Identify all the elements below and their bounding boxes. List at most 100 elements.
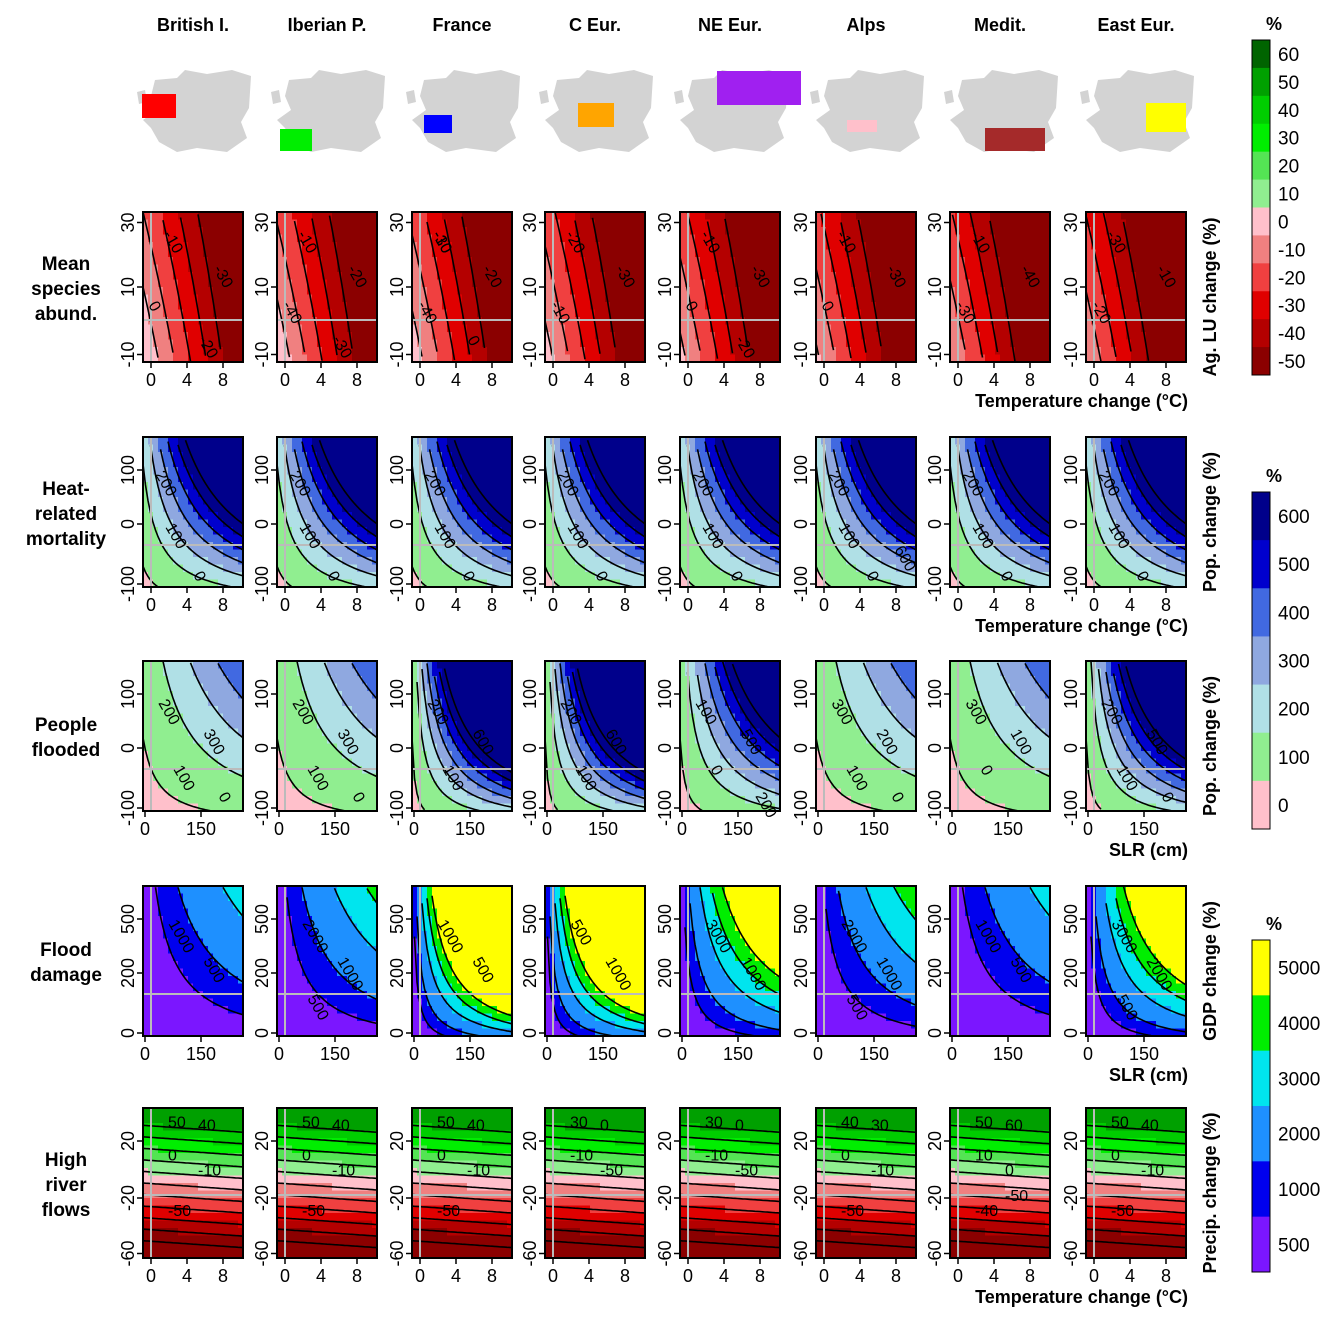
- contour-cell: [362, 557, 368, 565]
- contour-cell: [625, 309, 631, 318]
- contour-cell: [1010, 212, 1016, 220]
- contour-cell: [317, 294, 323, 303]
- contour-cell: [750, 242, 756, 250]
- contour-cell: [238, 459, 244, 468]
- contour-cell: [477, 572, 483, 580]
- contour-cell: [457, 459, 463, 468]
- contour-cell: [570, 347, 576, 355]
- contour-cell: [198, 557, 204, 565]
- y-tick-label: 10: [1061, 277, 1081, 297]
- contour-cell: [447, 302, 453, 310]
- contour-cell: [477, 579, 483, 588]
- contour-cell: [422, 572, 428, 580]
- contour-cell: [970, 347, 976, 355]
- contour-cell: [1176, 294, 1182, 303]
- contour-cell: [740, 264, 746, 273]
- contour-cell: [467, 212, 473, 220]
- contour-cell: [347, 219, 353, 228]
- contour-cell: [960, 212, 966, 220]
- contour-cell: [233, 497, 239, 505]
- contour-cell: [188, 212, 194, 220]
- contour-cell: [1015, 309, 1021, 318]
- contour-cell: [287, 212, 293, 220]
- contour-cell: [886, 234, 892, 243]
- contour-cell: [560, 579, 566, 588]
- contour-cell: [575, 579, 581, 588]
- contour-cell: [153, 302, 159, 310]
- contour-cell: [203, 234, 209, 243]
- contour-line: [544, 320, 554, 357]
- contour-cell: [715, 347, 721, 355]
- contour-cell: [178, 572, 184, 580]
- contour-cell: [1020, 302, 1026, 310]
- contour-cell: [1035, 309, 1041, 318]
- contour-cell: [595, 294, 601, 303]
- contour-cell: [332, 467, 338, 475]
- contour-cell: [630, 347, 636, 355]
- contour-cell: [412, 557, 418, 565]
- contour-cell: [432, 242, 438, 250]
- contour-cell: [610, 512, 616, 520]
- contour-cell: [188, 332, 194, 340]
- contour-cell: [1086, 294, 1092, 303]
- contour-cell: [502, 444, 508, 453]
- contour-cell: [580, 557, 586, 565]
- contour-line: [418, 445, 513, 577]
- contour-cell: [640, 257, 646, 265]
- contour-cell: [452, 332, 458, 340]
- contour-cell: [218, 309, 224, 318]
- contour-cell: [223, 437, 229, 445]
- contour-cell: [327, 302, 333, 310]
- contour-cell: [322, 579, 328, 588]
- contour-cell: [332, 549, 338, 558]
- contour-cell: [507, 459, 513, 468]
- contour-cell: [950, 257, 956, 265]
- contour-cell: [765, 242, 771, 250]
- contour-cell: [1126, 272, 1132, 280]
- contour-cell: [507, 534, 513, 543]
- contour-cell: [487, 302, 493, 310]
- contour-cell: [302, 219, 308, 228]
- contour-cell: [502, 579, 508, 588]
- contour-cell: [317, 332, 323, 340]
- contour-cell: [720, 264, 726, 273]
- contour-cell: [457, 549, 463, 558]
- contour-cell: [497, 309, 503, 318]
- contour-cell: [896, 279, 902, 288]
- contour-cell: [163, 324, 169, 333]
- contour-cell: [1005, 227, 1011, 235]
- contour-cell: [437, 452, 443, 460]
- contour-cell: [193, 242, 199, 250]
- contour-cell: [482, 294, 488, 303]
- contour-cell: [198, 309, 204, 318]
- y-tick-label: -10: [791, 341, 811, 367]
- contour-cell: [317, 482, 323, 490]
- contour-cell: [1045, 257, 1051, 265]
- contour-cell: [208, 512, 214, 520]
- contour-cell: [302, 324, 308, 333]
- contour-cell: [995, 324, 1001, 333]
- contour-cell: [851, 324, 857, 333]
- contour-cell: [841, 287, 847, 295]
- contour-cell: [725, 264, 731, 273]
- contour-cell: [1151, 212, 1157, 220]
- contour-cell: [337, 257, 343, 265]
- contour-cell: [570, 279, 576, 288]
- contour-cell: [163, 354, 169, 363]
- contour-cell: [193, 264, 199, 273]
- contour-cell: [173, 219, 179, 228]
- contour-cell: [153, 309, 159, 318]
- contour-cell: [287, 519, 293, 528]
- contour-cell: [198, 257, 204, 265]
- contour-cell: [317, 324, 323, 333]
- contour-cell: [462, 437, 468, 445]
- contour-cell: [1161, 287, 1167, 295]
- contour-cell: [680, 287, 686, 295]
- contour-cell: [600, 452, 606, 460]
- contour-cell: [595, 287, 601, 295]
- contour-cell: [233, 549, 239, 558]
- contour-cell: [1000, 324, 1006, 333]
- contour-cell: [625, 227, 631, 235]
- contour-cell: [367, 234, 373, 243]
